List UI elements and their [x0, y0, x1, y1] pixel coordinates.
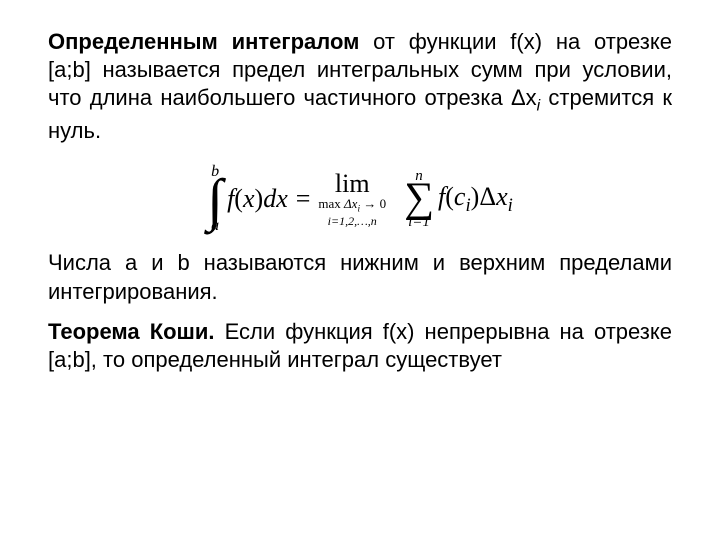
sum-sign: ∑ [404, 181, 434, 217]
equals-sign: = [296, 184, 311, 214]
integrand-lparen: ( [234, 184, 243, 213]
limit-block: lim max Δxi → 0 i=1,2,…,n [318, 171, 386, 227]
term-definite-integral: Определенным интегралом [48, 29, 359, 54]
limit-condition-2: i=1,2,…,n [328, 215, 377, 227]
limits-paragraph: Числа a и b называются нижним и верхним … [48, 249, 672, 305]
slide-content: Определенным интегралом от функции f(x) … [0, 0, 720, 394]
delta-x: Δxi [511, 85, 540, 110]
integrand-x: x [243, 184, 255, 213]
integrand: f(x)dx [227, 184, 288, 214]
sum-lower: i=1 [408, 217, 430, 228]
cauchy-theorem-paragraph: Теорема Коши. Если функция f(x) непрерыв… [48, 318, 672, 374]
delta-symbol: Δx [511, 85, 537, 110]
theorem-label: Теорема Коши. [48, 319, 215, 344]
lim-arrow: → 0 [360, 196, 386, 211]
sumbody-c: c [454, 182, 466, 211]
sumbody-x-sub: i [508, 195, 513, 216]
sum-body: f(ci)Δxi [438, 182, 513, 217]
integral-formula: b ∫ a f(x)dx = lim max Δxi → 0 i=1,2,…,n… [48, 153, 672, 231]
formula-row: b ∫ a f(x)dx = lim max Δxi → 0 i=1,2,…,n… [207, 167, 513, 231]
sumbody-lparen: ( [445, 182, 454, 211]
integrand-rparen: ) [255, 184, 264, 213]
lim-max: max [318, 196, 344, 211]
sum-block: n ∑ i=1 [404, 171, 434, 228]
integral-sign-block: b ∫ a [207, 167, 223, 231]
limit-condition-1: max Δxi → 0 [318, 197, 386, 215]
integrand-dx: dx [263, 184, 288, 213]
integral-sign: ∫ [207, 178, 223, 222]
lim-dx: Δx [344, 196, 357, 211]
sumbody-x: x [496, 182, 508, 211]
integral-lower-limit: a [211, 221, 219, 231]
sumbody-rparen-delta: )Δ [471, 182, 496, 211]
limit-word: lim [335, 171, 370, 197]
definition-paragraph: Определенным интегралом от функции f(x) … [48, 28, 672, 145]
